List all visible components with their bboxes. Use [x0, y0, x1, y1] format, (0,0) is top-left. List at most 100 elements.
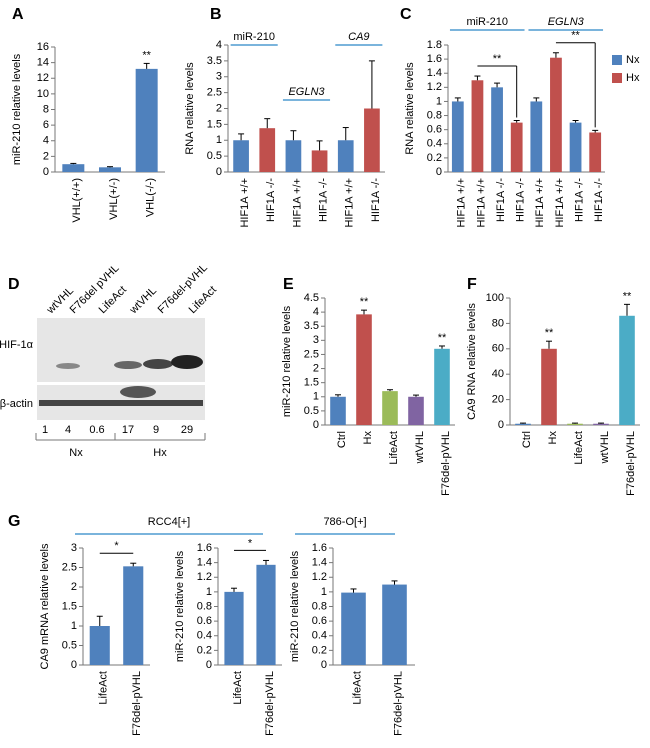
x-tick-label: LifeAct [98, 671, 110, 705]
x-tick-label: HIF1A +/+ [534, 178, 546, 228]
y-tick-label: 1.6 [427, 53, 442, 65]
y-tick-label: 1.5 [62, 600, 77, 612]
bar [408, 396, 424, 425]
bar [550, 57, 562, 173]
significance: ** [360, 296, 369, 308]
bar [337, 140, 354, 172]
y-tick-label: 1.6 [312, 542, 327, 554]
y-tick-label: 3.5 [304, 320, 319, 332]
y-tick-label: 1 [216, 134, 222, 146]
band [171, 355, 203, 369]
x-tick-label: F76del-pVHL [625, 431, 637, 496]
panel-label: F [467, 276, 477, 293]
y-tick-label: 12 [37, 72, 49, 84]
x-tick-label: Hx [547, 431, 559, 445]
y-tick-label: 0 [313, 419, 319, 431]
bar [256, 564, 276, 665]
y-tick-label: 4 [216, 39, 222, 51]
x-tick-label: Ctrl [336, 431, 348, 448]
y-tick-label: 0.5 [207, 150, 222, 162]
y-tick-label: 60 [492, 343, 504, 355]
x-tick-label: HIF1A +/+ [239, 178, 251, 228]
x-tick-label: VHL(+/+) [71, 178, 83, 223]
bar [135, 68, 158, 172]
y-tick-label: 0 [216, 166, 222, 178]
y-tick-label: 1 [206, 586, 212, 598]
panel-label: G [8, 513, 20, 530]
bar [233, 140, 249, 172]
y-axis-label: RNA relative levels [184, 62, 196, 155]
y-tick-label: 0 [206, 659, 212, 671]
group-label: miR-210 [466, 16, 508, 28]
lane-label: F76del pVHL [68, 262, 122, 316]
group-header: 786-O[+] [323, 516, 366, 528]
panel-label: A [12, 6, 24, 23]
quantification: 0.6 [89, 424, 104, 436]
bar [530, 101, 543, 172]
x-tick-label: Ctrl [521, 431, 533, 448]
bar [541, 348, 557, 425]
condition-label: Hx [153, 447, 167, 459]
y-tick-label: 1.6 [197, 542, 212, 554]
y-tick-label: 6 [43, 119, 49, 131]
y-tick-label: 16 [37, 41, 49, 53]
band [56, 363, 80, 369]
significance: ** [571, 30, 580, 42]
y-tick-label: 3.5 [207, 55, 222, 67]
y-tick-label: 1.2 [427, 81, 442, 93]
y-tick-label: 0.2 [312, 644, 327, 656]
y-tick-label: 2.5 [62, 561, 77, 573]
x-tick-label: F76del-pVHL [131, 671, 143, 736]
bar [619, 315, 635, 425]
bar [382, 584, 407, 665]
y-tick-label: 1.4 [427, 67, 442, 79]
x-tick-label: HIF1A -/- [573, 178, 585, 222]
y-tick-label: 1 [71, 620, 77, 632]
x-tick-label: wtVHL [414, 431, 426, 464]
x-tick-label: LifeAct [388, 431, 400, 465]
y-tick-label: 0 [436, 166, 442, 178]
y-axis-label: RNA relative levels [404, 62, 416, 155]
condition-label: Nx [69, 447, 83, 459]
legend-swatch [612, 55, 622, 65]
y-tick-label: 0.8 [427, 109, 442, 121]
y-tick-label: 1.4 [197, 557, 212, 569]
y-tick-label: 2 [216, 102, 222, 114]
legend-label: Nx [626, 54, 640, 66]
y-tick-label: 0.6 [427, 124, 442, 136]
y-tick-label: 0.8 [312, 600, 327, 612]
significance: ** [493, 53, 502, 65]
y-tick-label: 1.4 [312, 557, 327, 569]
band [120, 386, 156, 398]
group-header: RCC4[+] [148, 516, 191, 528]
x-tick-label: F76del-pVHL [264, 671, 276, 736]
y-tick-label: 1.5 [207, 118, 222, 130]
y-tick-label: 80 [492, 317, 504, 329]
y-tick-label: 4 [43, 135, 49, 147]
y-tick-label: 1 [321, 586, 327, 598]
bar [224, 591, 244, 665]
group-label: miR-210 [233, 31, 275, 43]
y-tick-label: 100 [486, 292, 504, 304]
y-tick-label: 1 [313, 391, 319, 403]
y-tick-label: 4.5 [304, 292, 319, 304]
row-label: β-actin [0, 398, 33, 410]
y-tick-label: 10 [37, 88, 49, 100]
y-tick-label: 0.4 [427, 138, 442, 150]
significance: ** [623, 290, 632, 302]
y-tick-label: 0.2 [427, 152, 442, 164]
bar [569, 122, 582, 172]
y-tick-label: 1.2 [197, 571, 212, 583]
bar [510, 122, 523, 172]
bar [515, 423, 531, 425]
y-tick-label: 0.4 [312, 630, 327, 642]
blot [35, 318, 206, 441]
y-tick-label: 1 [436, 95, 442, 107]
y-tick-label: 0.5 [62, 639, 77, 651]
x-tick-label: HIF1A +/+ [456, 178, 468, 228]
y-tick-label: 0 [321, 659, 327, 671]
bar [99, 167, 121, 172]
x-tick-label: HIF1A -/- [317, 178, 329, 222]
bar [259, 128, 276, 172]
